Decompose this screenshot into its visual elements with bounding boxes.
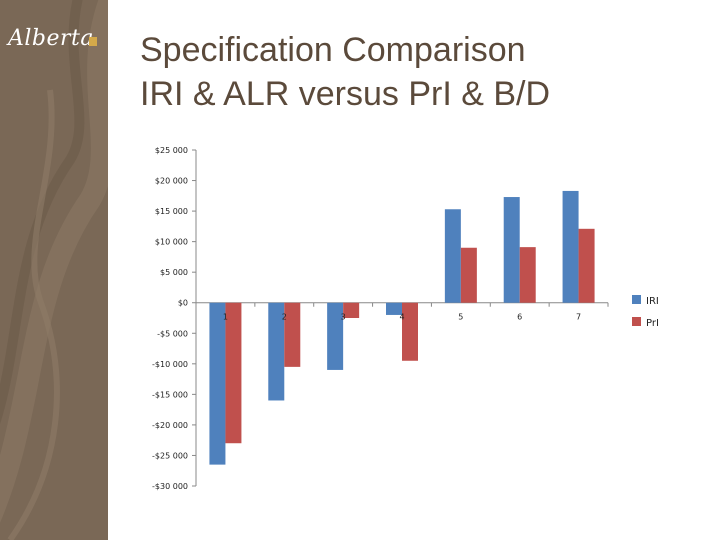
x-category-label: 3 [341,313,346,322]
legend-label-pri: PrI [646,318,659,329]
y-tick-label: $25 000 [155,146,188,155]
x-category-label: 1 [223,313,228,322]
logo-mark-icon [89,37,97,46]
y-tick-label: -$15 000 [152,390,188,399]
legend-swatch-iri [632,295,641,304]
sidebar-pattern [0,0,108,540]
bar-pri-6 [519,247,536,303]
bar-iri-2 [268,302,285,401]
y-tick-label: $0 [178,299,188,308]
bar-pri-3 [343,302,360,318]
bar-pri-5 [460,247,477,303]
x-category-label: 6 [517,313,522,322]
title-line-2: IRI & ALR versus PrI & B/D [140,75,551,113]
bar-iri-7 [562,190,579,303]
slide-title: Specification Comparison IRI & ALR versu… [140,28,700,116]
bar-iri-1 [209,302,226,465]
y-tick-label: -$25 000 [152,451,188,460]
y-tick-label: $5 000 [160,268,188,277]
bar-iri-4 [386,302,402,315]
sidebar-panel: Alberta [0,0,108,540]
y-tick-label: $15 000 [155,207,188,216]
title-line-1: Specification Comparison [140,31,526,69]
bar-pri-2 [284,302,301,367]
legend-label-iri: IRI [646,296,659,307]
x-category-label: 2 [282,313,287,322]
bar-pri-7 [578,228,595,303]
bar-pri-4 [402,302,418,361]
y-tick-label: -$20 000 [152,421,188,430]
bar-chart: $25 000 $20 000 $15 000 $10 000 $5 000 $0 -$5 … [152,146,659,491]
y-tick-label: -$10 000 [152,360,188,369]
bar-iri-5 [444,209,461,303]
x-category-label: 7 [576,313,581,322]
x-category-label: 5 [458,313,463,322]
bar-pri-1 [225,302,242,444]
bar-iri-6 [503,197,520,303]
x-category-label: 4 [399,313,404,322]
bar-iri-3 [327,302,344,370]
y-tick-label: -$30 000 [152,482,188,491]
legend-swatch-pri [632,317,641,326]
alberta-logo: Alberta [8,26,94,51]
y-tick-label: -$5 000 [157,329,188,338]
y-tick-label: $20 000 [155,177,188,186]
y-tick-label: $10 000 [155,238,188,247]
